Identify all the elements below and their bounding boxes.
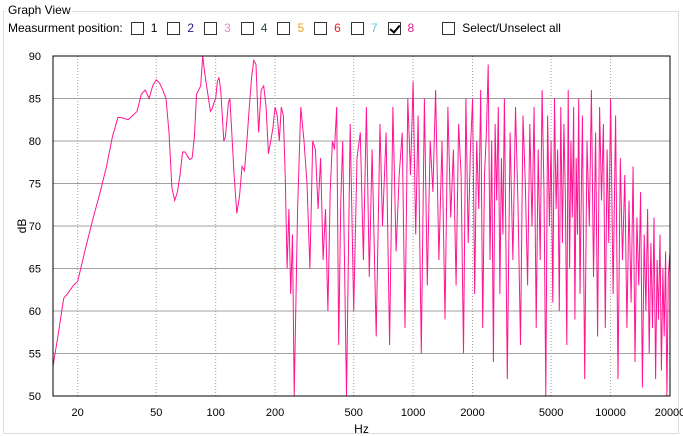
position-label-1: 1 xyxy=(150,21,158,35)
x-tick-label: 20000 xyxy=(655,407,683,419)
x-tick-label: 5000 xyxy=(539,407,563,419)
y-tick-label: 75 xyxy=(29,179,41,191)
y-tick-label: 85 xyxy=(29,94,41,106)
y-axis-label: dB xyxy=(15,219,29,234)
select-all-checkbox[interactable]: Select/Unselect all xyxy=(442,21,561,35)
position-checkbox-6[interactable]: 6 xyxy=(314,21,341,35)
position-checkbox-5[interactable]: 5 xyxy=(277,21,304,35)
position-checkbox-3[interactable]: 3 xyxy=(204,21,231,35)
position-label-8: 8 xyxy=(407,21,415,35)
x-tick-label: 20 xyxy=(72,407,84,419)
checkbox-box-2[interactable] xyxy=(167,21,181,35)
select-all-label: Select/Unselect all xyxy=(462,21,561,35)
position-checkbox-8[interactable]: 8 xyxy=(387,21,415,35)
position-label-3: 3 xyxy=(224,21,231,35)
graph-view-groupbox xyxy=(3,11,679,434)
position-checkbox-1[interactable]: 1 xyxy=(130,21,158,35)
y-tick-label: 50 xyxy=(29,391,41,403)
position-label-2: 2 xyxy=(187,21,195,35)
plot-border xyxy=(52,55,671,397)
y-tick-label: 80 xyxy=(29,136,41,148)
y-tick-label: 65 xyxy=(29,264,41,276)
chart-ticks: 50 55 60 65 70 75 80 85 90 20 50 100 200 500 1000 2000 5… xyxy=(29,51,683,419)
series-line xyxy=(52,55,671,397)
checkbox-box-4[interactable] xyxy=(240,21,254,35)
checkbox-box-6[interactable] xyxy=(314,21,328,35)
checkbox-box-8[interactable] xyxy=(387,21,401,35)
x-tick-label: 50 xyxy=(150,407,162,419)
checkbox-box-7[interactable] xyxy=(350,21,364,35)
x-tick-label: 1000 xyxy=(401,407,425,419)
x-axis-label: Hz xyxy=(354,422,369,436)
checkbox-box-3[interactable] xyxy=(204,21,218,35)
position-label-7: 7 xyxy=(370,21,378,35)
y-tick-label: 55 xyxy=(29,349,41,361)
x-tick-label: 100 xyxy=(206,407,224,419)
position-checkbox-4[interactable]: 4 xyxy=(240,21,268,35)
measurement-position-label: Measurment position: xyxy=(8,21,123,35)
y-tick-label: 60 xyxy=(29,306,41,318)
position-label-6: 6 xyxy=(334,21,341,35)
checkbox-box-1[interactable] xyxy=(130,21,144,35)
graph-view-title: Graph View xyxy=(6,3,73,17)
checkbox-box-5[interactable] xyxy=(277,21,291,35)
x-tick-label: 2000 xyxy=(460,407,484,419)
select-all-box[interactable] xyxy=(442,21,456,35)
position-label-5: 5 xyxy=(297,21,305,35)
x-tick-label: 200 xyxy=(266,407,284,419)
position-label-4: 4 xyxy=(260,21,268,35)
x-tick-label: 500 xyxy=(345,407,363,419)
position-checkbox-2[interactable]: 2 xyxy=(167,21,194,35)
x-tick-label: 10000 xyxy=(595,407,626,419)
measurement-position-row: Measurment position: 1 2 3 4 5 6 7 8 Sel… xyxy=(8,19,571,37)
y-tick-label: 70 xyxy=(29,221,41,233)
y-tick-label: 90 xyxy=(29,51,41,63)
position-checkbox-7[interactable]: 7 xyxy=(350,21,378,35)
